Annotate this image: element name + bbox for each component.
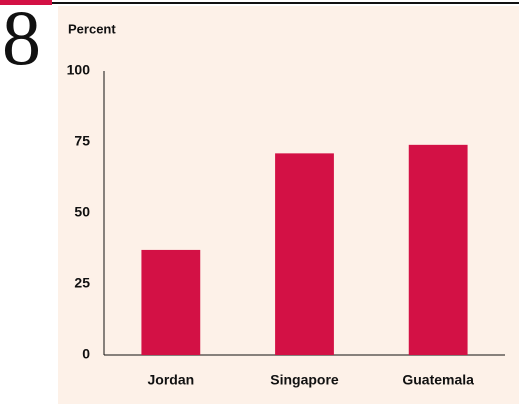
- y-tick-label: 25: [74, 275, 90, 291]
- bar: [275, 153, 334, 355]
- top-accent: [0, 0, 52, 5]
- y-tick-label: 0: [82, 346, 90, 362]
- bar: [141, 249, 201, 355]
- top-rule: [52, 2, 519, 4]
- figure-number: 8: [2, 0, 41, 81]
- y-axis-label: Percent: [68, 21, 116, 36]
- y-tick-label: 75: [74, 133, 90, 149]
- bar: [408, 144, 468, 355]
- y-tick-label: 100: [67, 62, 91, 78]
- x-tick-label: Singapore: [270, 372, 339, 388]
- x-tick-label: Guatemala: [402, 372, 474, 388]
- y-tick-label: 50: [74, 204, 90, 220]
- x-tick-label: Jordan: [147, 372, 194, 388]
